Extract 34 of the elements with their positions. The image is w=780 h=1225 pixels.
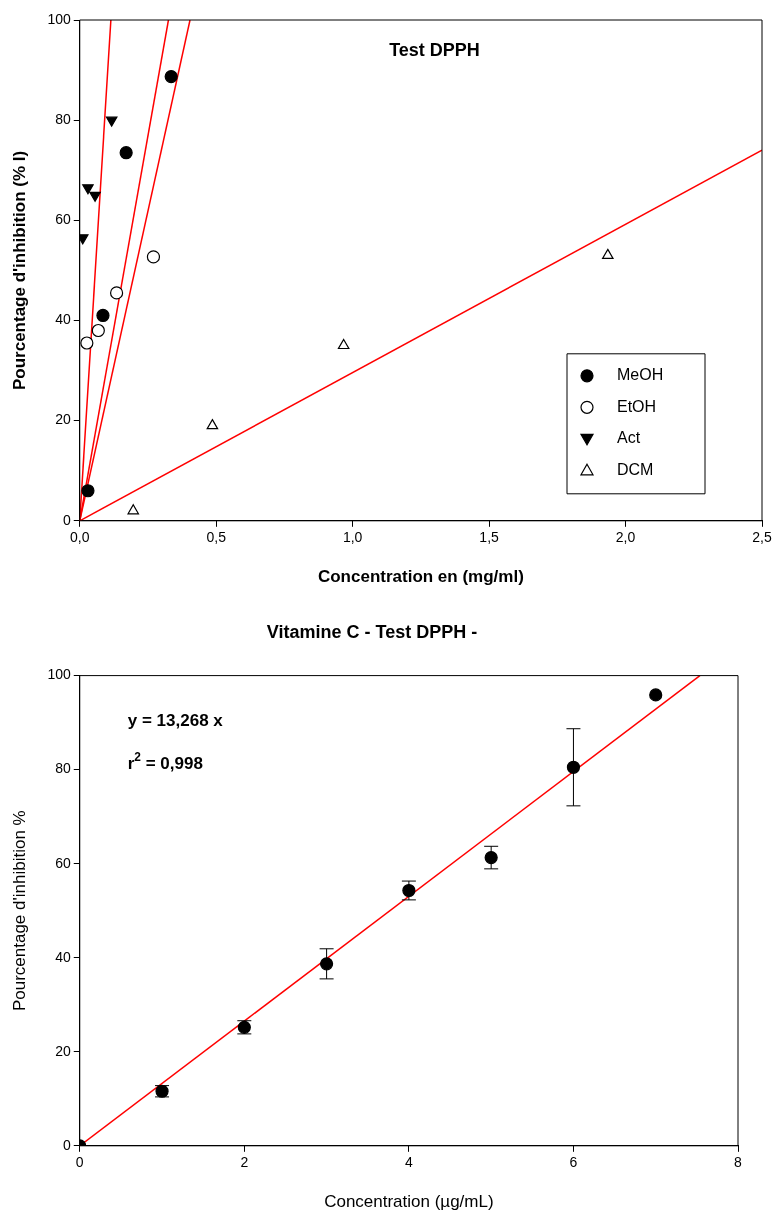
annotation: y = 13,268 x bbox=[127, 710, 224, 730]
x-tick-label: 1,5 bbox=[479, 529, 500, 546]
x-tick-label: 2 bbox=[240, 1154, 249, 1171]
x-axis-title: Concentration en (mg/ml) bbox=[317, 567, 524, 587]
legend-label: DCM bbox=[617, 460, 654, 478]
x-tick-label: 6 bbox=[569, 1154, 578, 1171]
x-tick-label: 4 bbox=[404, 1154, 413, 1171]
y-tick-label: 0 bbox=[62, 1136, 71, 1153]
chart-title: Vitamine C - Test DPPH - bbox=[266, 621, 478, 642]
text: Test DPPH bbox=[389, 40, 480, 60]
y-tick-label: 60 bbox=[55, 211, 71, 228]
y-tick-label: 80 bbox=[55, 111, 71, 128]
x-tick-label: 1,0 bbox=[342, 529, 363, 546]
legend-label: Act bbox=[617, 429, 641, 447]
y-tick-label: 20 bbox=[55, 1042, 71, 1059]
y-tick-label: 40 bbox=[55, 311, 71, 328]
y-axis-title: Pourcentage d'inhibition (% I) bbox=[9, 150, 29, 391]
legend-label: EtOH bbox=[617, 397, 657, 415]
y-tick-label: 100 bbox=[47, 10, 71, 27]
y-tick-label: 100 bbox=[47, 666, 71, 683]
x-tick-label: 2,0 bbox=[615, 529, 636, 546]
x-tick-label: 2,5 bbox=[752, 529, 772, 546]
y-tick-label: 20 bbox=[55, 411, 71, 428]
x-axis-title: Concentration (µg/mL) bbox=[324, 1192, 494, 1212]
y-tick-label: 80 bbox=[55, 760, 71, 777]
x-tick-label: 0,5 bbox=[206, 529, 227, 546]
x-tick-label: 8 bbox=[734, 1154, 743, 1171]
y-tick-label: 40 bbox=[55, 948, 71, 965]
y-tick-label: 0 bbox=[62, 511, 71, 528]
y-axis-title: Pourcentage d'inhibition % bbox=[9, 810, 29, 1012]
x-tick-label: 0,0 bbox=[70, 529, 90, 546]
y-tick-label: 60 bbox=[55, 854, 71, 871]
legend-label: MeOH bbox=[617, 366, 664, 384]
x-tick-label: 0 bbox=[75, 1154, 84, 1171]
